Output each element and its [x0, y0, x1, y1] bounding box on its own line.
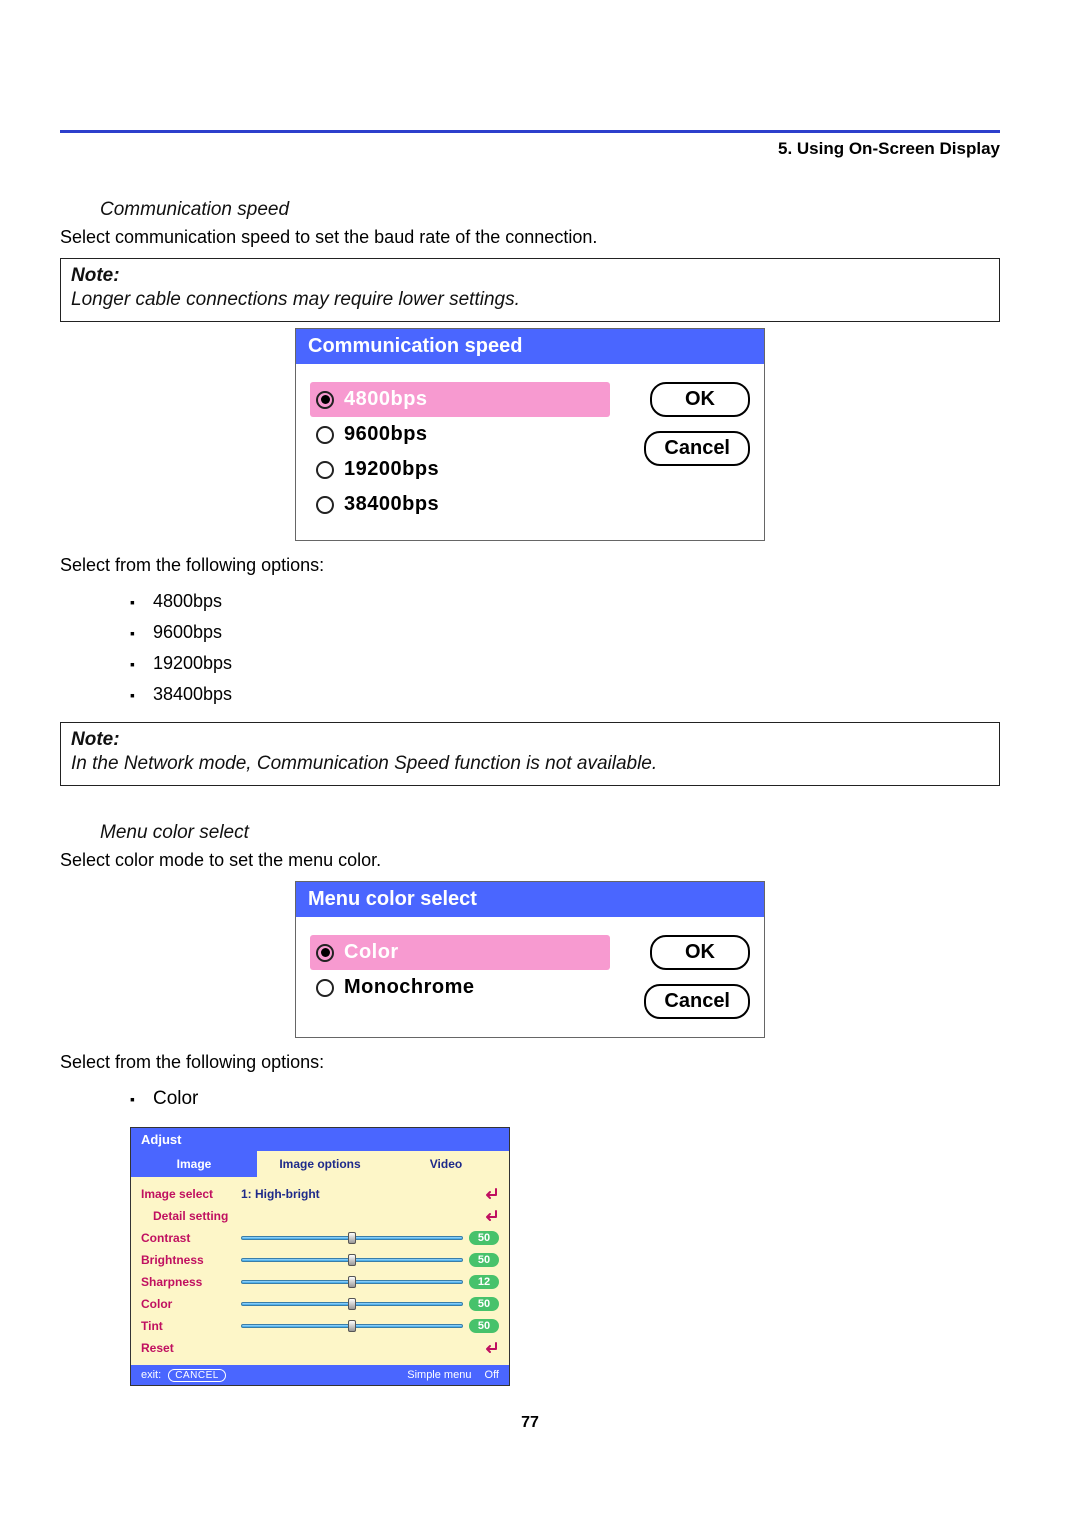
radio-option[interactable]: 38400bps — [310, 487, 610, 522]
osd-tab[interactable]: Image options — [257, 1151, 383, 1177]
exit-label: exit: — [141, 1369, 161, 1381]
simple-menu-value: Off — [485, 1369, 499, 1381]
slider-value-badge: 50 — [469, 1253, 499, 1267]
menu-color-options-list: Color — [130, 1083, 1000, 1115]
note-text: In the Network mode, Communication Speed… — [71, 753, 989, 775]
radio-label: 4800bps — [344, 388, 428, 411]
comm-options-list: 4800bps9600bps19200bps38400bps — [130, 586, 1000, 710]
enter-icon — [481, 1341, 499, 1355]
note-label: Note: — [71, 265, 989, 287]
menu-color-options-intro: Select from the following options: — [60, 1052, 1000, 1073]
osd-row[interactable]: Detail setting — [141, 1205, 499, 1227]
osd-footer: exit: CANCEL Simple menu Off — [131, 1365, 509, 1385]
osd-row[interactable]: Image select1: High-bright — [141, 1183, 499, 1205]
osd-row[interactable]: Color 50 — [141, 1293, 499, 1315]
osd-adjust-menu: Adjust ImageImage optionsVideo Image sel… — [130, 1127, 510, 1386]
dialog-title: Communication speed — [296, 329, 764, 364]
radio-label: Monochrome — [344, 976, 475, 999]
simple-menu-label: Simple menu — [407, 1369, 471, 1381]
radio-icon — [316, 496, 334, 514]
slider-value-badge: 50 — [469, 1319, 499, 1333]
radio-label: 38400bps — [344, 493, 439, 516]
slider[interactable] — [241, 1279, 463, 1285]
slider-value-badge: 50 — [469, 1231, 499, 1245]
osd-row[interactable]: Sharpness 12 — [141, 1271, 499, 1293]
slider[interactable] — [241, 1257, 463, 1263]
list-item: Color — [130, 1083, 1000, 1115]
osd-row-label: Color — [141, 1297, 241, 1311]
osd-tabs: ImageImage optionsVideo — [131, 1151, 509, 1177]
osd-row[interactable]: Contrast 50 — [141, 1227, 499, 1249]
osd-row-label: Brightness — [141, 1253, 241, 1267]
osd-footer-right: Simple menu Off — [407, 1369, 499, 1381]
osd-footer-left: exit: CANCEL — [141, 1369, 226, 1381]
header-rule — [60, 130, 1000, 133]
radio-label: 9600bps — [344, 423, 428, 446]
osd-row-value: 1: High-bright — [241, 1187, 331, 1201]
osd-row[interactable]: Reset — [141, 1337, 499, 1359]
page-number: 77 — [60, 1414, 1000, 1432]
cancel-button[interactable]: Cancel — [644, 431, 750, 466]
radio-icon — [316, 461, 334, 479]
radio-icon — [316, 391, 334, 409]
menu-color-dialog: Menu color select Color Monochrome OK Can… — [295, 881, 765, 1038]
radio-icon — [316, 426, 334, 444]
slider[interactable] — [241, 1323, 463, 1329]
radio-icon — [316, 979, 334, 997]
dialog-title: Menu color select — [296, 882, 764, 917]
comm-speed-note-2: Note: In the Network mode, Communication… — [60, 722, 1000, 786]
slider-value-badge: 12 — [469, 1275, 499, 1289]
comm-options-intro: Select from the following options: — [60, 555, 1000, 576]
section-heading: 5. Using On-Screen Display — [60, 139, 1000, 159]
radio-option[interactable]: Color — [310, 935, 610, 970]
note-text: Longer cable connections may require low… — [71, 289, 989, 311]
slider[interactable] — [241, 1235, 463, 1241]
comm-speed-intro: Select communication speed to set the ba… — [60, 227, 1000, 248]
radio-group: 4800bps 9600bps 19200bps 38400bps — [310, 382, 610, 522]
enter-icon — [481, 1187, 499, 1201]
cancel-button[interactable]: Cancel — [644, 984, 750, 1019]
radio-label: Color — [344, 941, 399, 964]
ok-button[interactable]: OK — [650, 382, 750, 417]
ok-button[interactable]: OK — [650, 935, 750, 970]
menu-color-intro: Select color mode to set the menu color. — [60, 850, 1000, 871]
enter-icon — [481, 1209, 499, 1223]
osd-row-label: Tint — [141, 1319, 241, 1333]
radio-icon — [316, 944, 334, 962]
comm-speed-heading: Communication speed — [100, 199, 1000, 221]
osd-body: Image select1: High-brightDetail setting… — [131, 1177, 509, 1365]
list-item: 4800bps — [130, 586, 1000, 617]
note-label: Note: — [71, 729, 989, 751]
slider-value-badge: 50 — [469, 1297, 499, 1311]
radio-option[interactable]: 9600bps — [310, 417, 610, 452]
osd-tab[interactable]: Video — [383, 1151, 509, 1177]
osd-title: Adjust — [131, 1128, 509, 1151]
osd-row-label: Image select — [141, 1187, 241, 1201]
osd-row-label: Detail setting — [141, 1209, 241, 1223]
slider[interactable] — [241, 1301, 463, 1307]
osd-row-label: Sharpness — [141, 1275, 241, 1289]
list-item: 38400bps — [130, 679, 1000, 710]
osd-row-label: Reset — [141, 1341, 241, 1355]
osd-row-label: Contrast — [141, 1231, 241, 1245]
osd-tab[interactable]: Image — [131, 1151, 257, 1177]
radio-label: 19200bps — [344, 458, 439, 481]
radio-option[interactable]: 19200bps — [310, 452, 610, 487]
comm-speed-note: Note: Longer cable connections may requi… — [60, 258, 1000, 322]
cancel-pill[interactable]: CANCEL — [168, 1369, 226, 1382]
comm-speed-dialog: Communication speed 4800bps 9600bps 19200b… — [295, 328, 765, 541]
osd-row[interactable]: Brightness 50 — [141, 1249, 499, 1271]
radio-group: Color Monochrome — [310, 935, 610, 1019]
radio-option[interactable]: 4800bps — [310, 382, 610, 417]
osd-row[interactable]: Tint 50 — [141, 1315, 499, 1337]
list-item: 19200bps — [130, 648, 1000, 679]
menu-color-heading: Menu color select — [100, 822, 1000, 844]
radio-option[interactable]: Monochrome — [310, 970, 610, 1005]
list-item: 9600bps — [130, 617, 1000, 648]
